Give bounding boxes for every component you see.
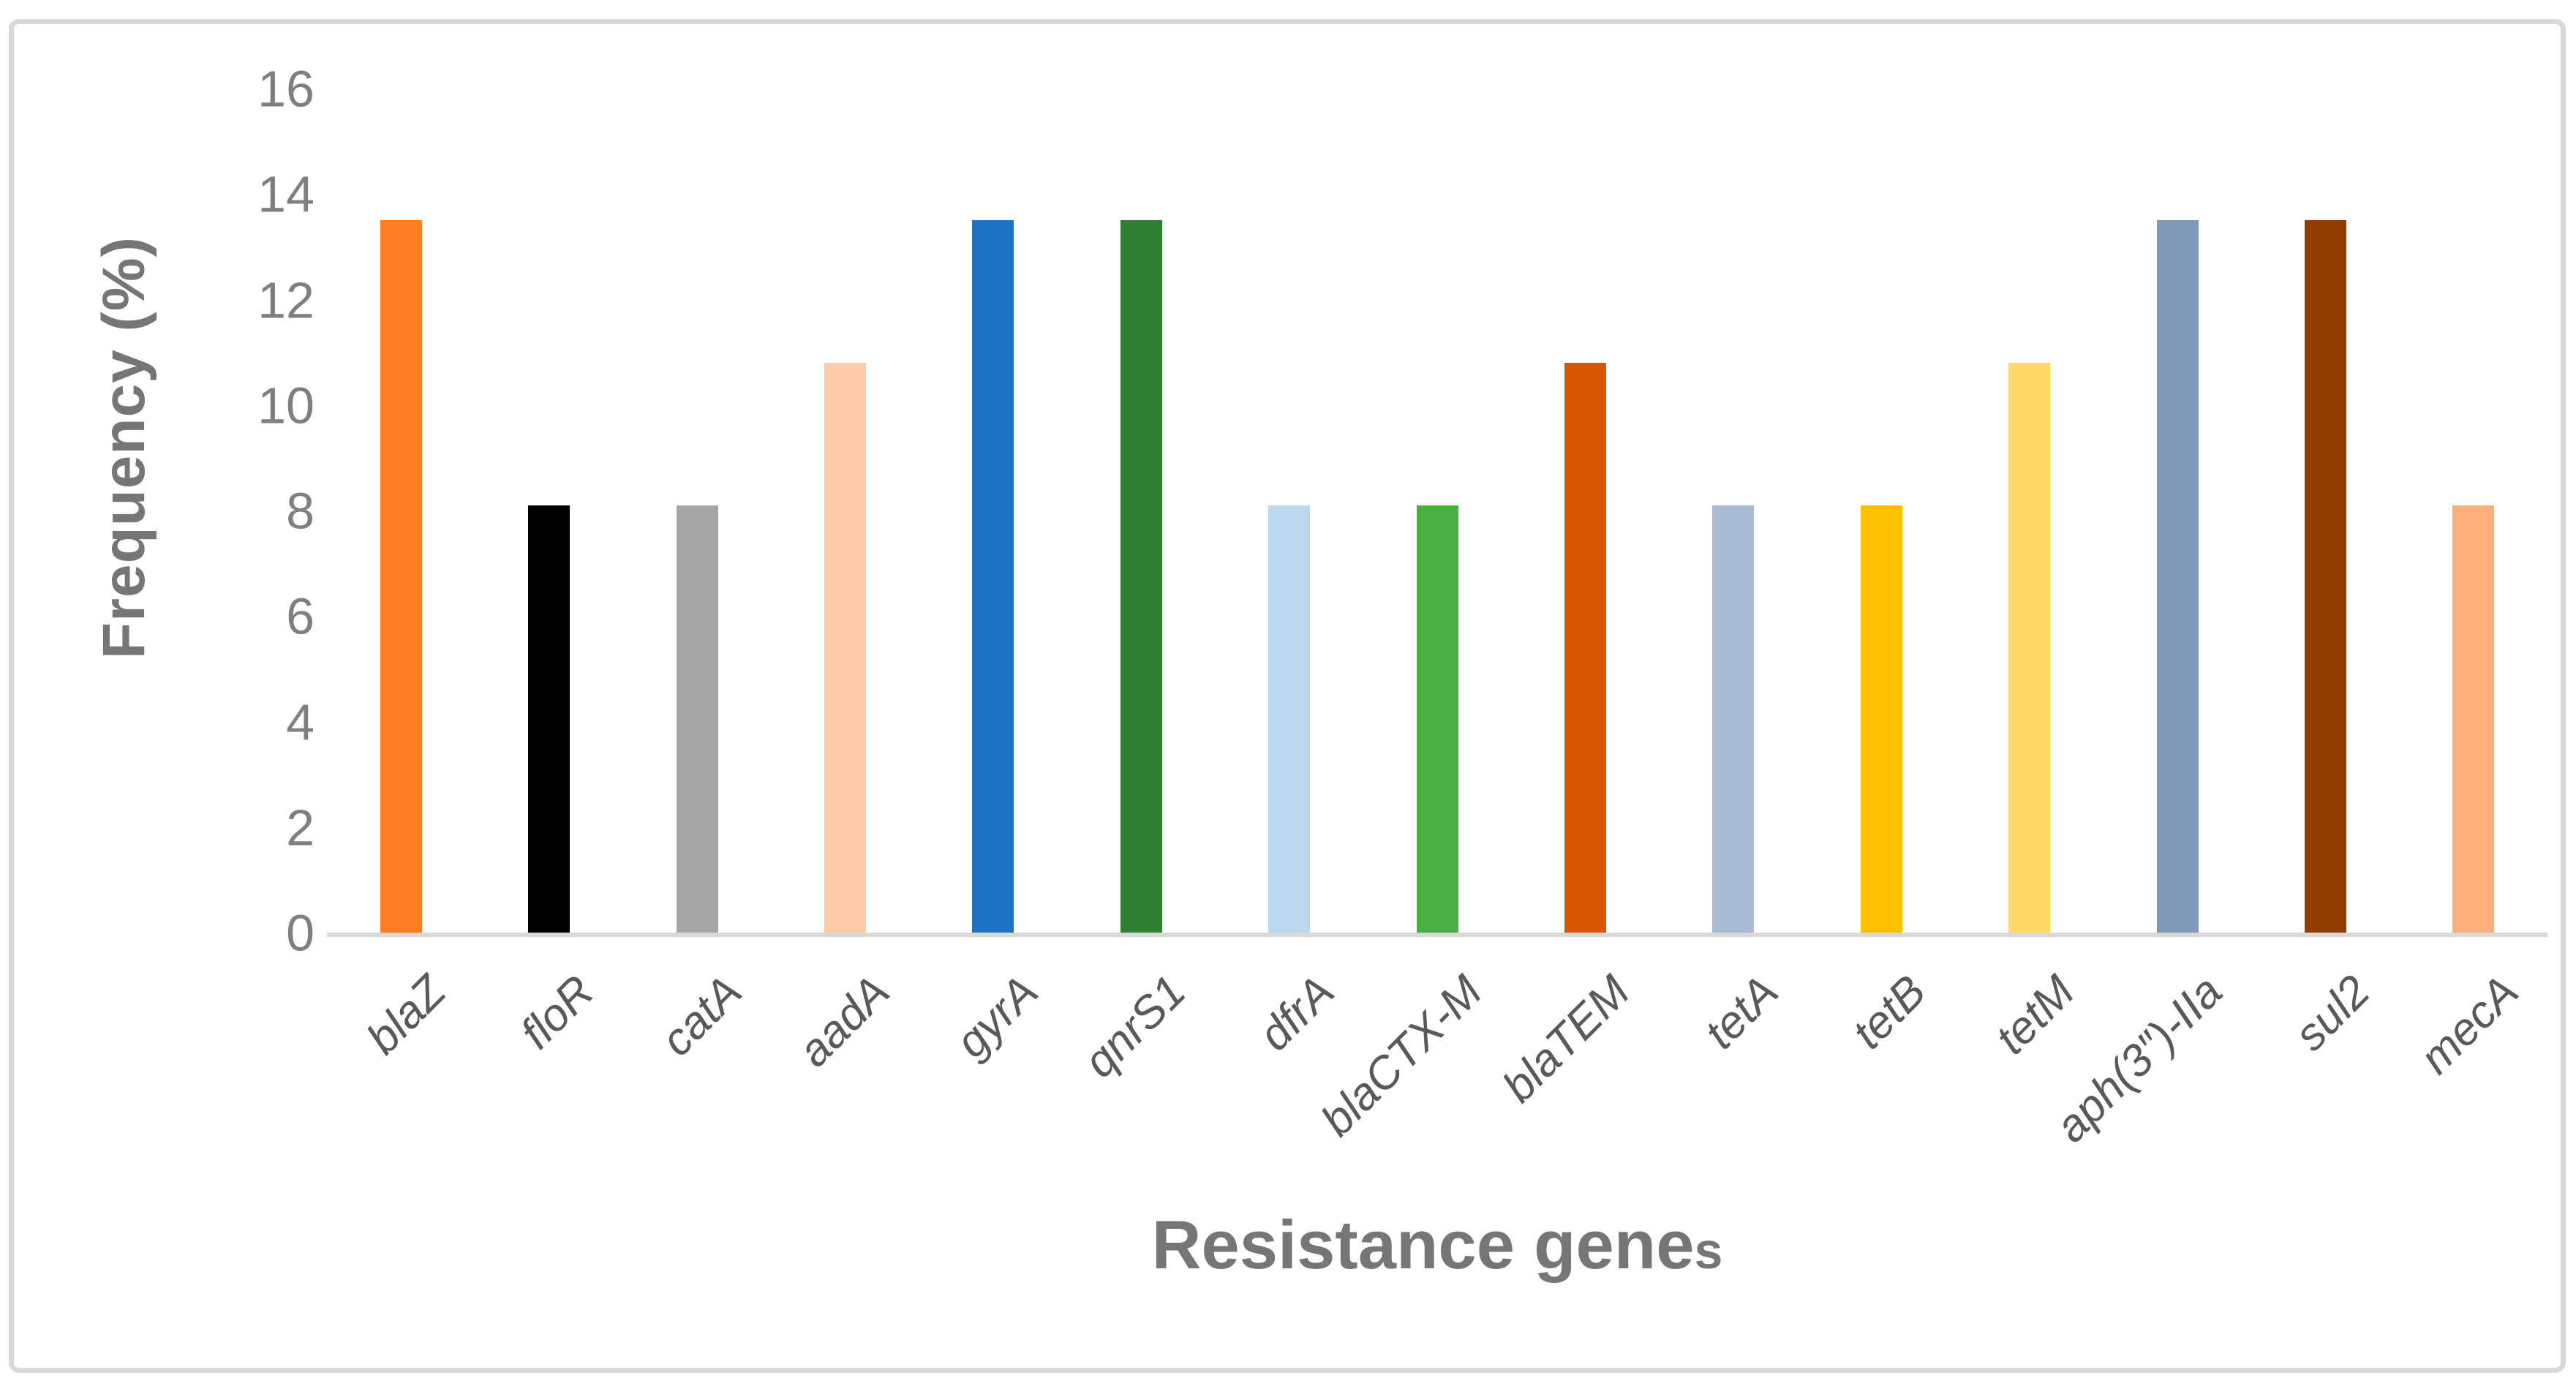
bar-mecA	[2452, 505, 2495, 933]
bar-blaCTX-M	[1416, 505, 1458, 933]
bar-tetA	[1712, 505, 1755, 933]
bar-aph(3″)-IIa	[2156, 220, 2199, 933]
bar-tetB	[1860, 505, 1902, 933]
x-label-floR: floR	[511, 965, 604, 1059]
x-label-dfrA: dfrA	[1249, 965, 1344, 1061]
x-label-blaTEM: blaTEM	[1494, 965, 1640, 1113]
bar-blaZ	[380, 220, 422, 933]
x-label-blaCTX-M: blaCTX-M	[1311, 965, 1492, 1146]
y-axis-tick-labels: 0 2 4 6 8 10 12 14 16	[0, 0, 315, 1389]
x-label-aadA: aadA	[788, 965, 900, 1077]
y-tick-label-6: 6	[286, 587, 315, 645]
y-tick-label-2: 2	[286, 799, 315, 857]
x-label-tetA: tetA	[1695, 965, 1788, 1059]
y-tick-label-16: 16	[257, 60, 315, 118]
bar-catA	[676, 505, 718, 933]
bar-tetM	[2008, 363, 2051, 933]
y-tick-label-4: 4	[286, 693, 315, 750]
x-label-sul2: sul2	[2285, 965, 2380, 1061]
x-label-blaZ: blaZ	[357, 965, 456, 1064]
y-tick-label-12: 12	[257, 271, 315, 328]
x-label-mecA: mecA	[2410, 965, 2528, 1084]
x-label-catA: catA	[651, 965, 752, 1066]
bar-qnrS1	[1120, 220, 1162, 933]
bar-sul2	[2304, 220, 2346, 933]
bar-blaTEM	[1564, 363, 1606, 933]
x-label-tetB: tetB	[1842, 965, 1936, 1059]
x-axis-title-suffix: s	[1694, 1222, 1723, 1279]
x-axis-title-text: Resistance gene	[1151, 1206, 1695, 1283]
bar-floR	[528, 505, 570, 933]
bar-gyrA	[972, 220, 1014, 933]
x-label-qnrS1: qnrS1	[1074, 965, 1196, 1088]
bar-dfrA	[1268, 505, 1311, 933]
x-axis-line	[327, 933, 2547, 937]
plot-area	[327, 89, 2547, 937]
x-label-tetM: tetM	[1986, 965, 2084, 1064]
x-axis-title: Resistance genes	[1152, 1205, 1723, 1284]
x-label-aph(3″)-IIa: aph(3″)-IIa	[2046, 965, 2232, 1153]
y-tick-label-10: 10	[257, 377, 315, 434]
bar-aadA	[824, 363, 866, 933]
y-tick-label-0: 0	[286, 904, 315, 962]
x-label-gyrA: gyrA	[946, 965, 1048, 1068]
y-tick-label-8: 8	[286, 482, 315, 540]
y-tick-label-14: 14	[257, 165, 315, 223]
